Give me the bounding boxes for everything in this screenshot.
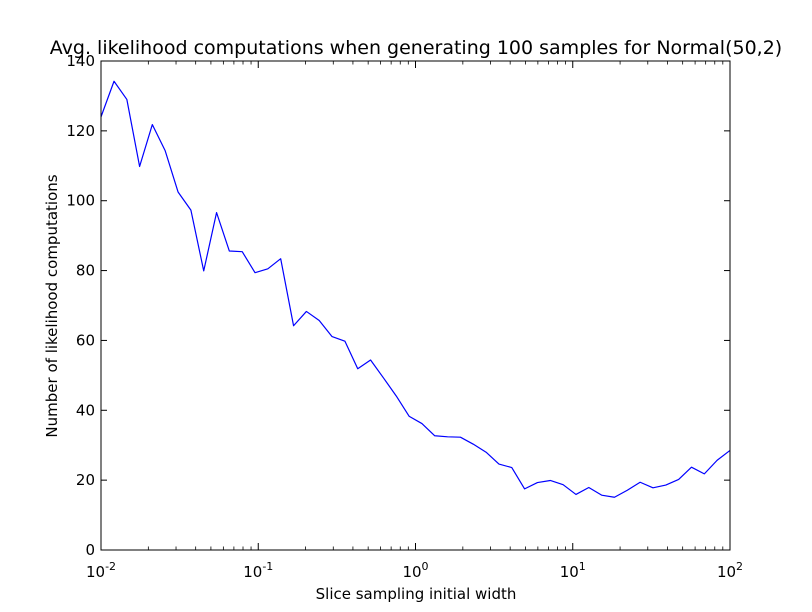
x-tick-label-1: 10-1 bbox=[243, 560, 273, 581]
y-tick-label-0: 0 bbox=[85, 541, 95, 559]
y-tick-label-60: 60 bbox=[76, 331, 95, 349]
series-line-0 bbox=[100, 80, 731, 498]
plot-area: 0 20 40 60 80 100 120 140 10-2 10-1 100 101 102 bbox=[66, 52, 743, 581]
x-tick-label-4: 102 bbox=[717, 560, 743, 581]
plot-frame bbox=[100, 60, 731, 551]
y-tick-label-20: 20 bbox=[76, 471, 95, 489]
x-tick-label-0: 10-2 bbox=[86, 560, 116, 581]
y-tick-label-100: 100 bbox=[66, 192, 95, 210]
y-tick-label-80: 80 bbox=[76, 262, 95, 280]
x-axis-label: Slice sampling initial width bbox=[316, 585, 517, 603]
y-tick-label-140: 140 bbox=[66, 52, 95, 70]
y-tick-label-40: 40 bbox=[76, 401, 95, 419]
y-tick-label-120: 120 bbox=[66, 122, 95, 140]
x-tick-label-3: 101 bbox=[560, 560, 586, 581]
y-axis-label: Number of likelihood computations bbox=[43, 174, 61, 437]
x-tick-label-2: 100 bbox=[402, 560, 428, 581]
chart-title: Avg. likelihood computations when genera… bbox=[50, 37, 782, 59]
